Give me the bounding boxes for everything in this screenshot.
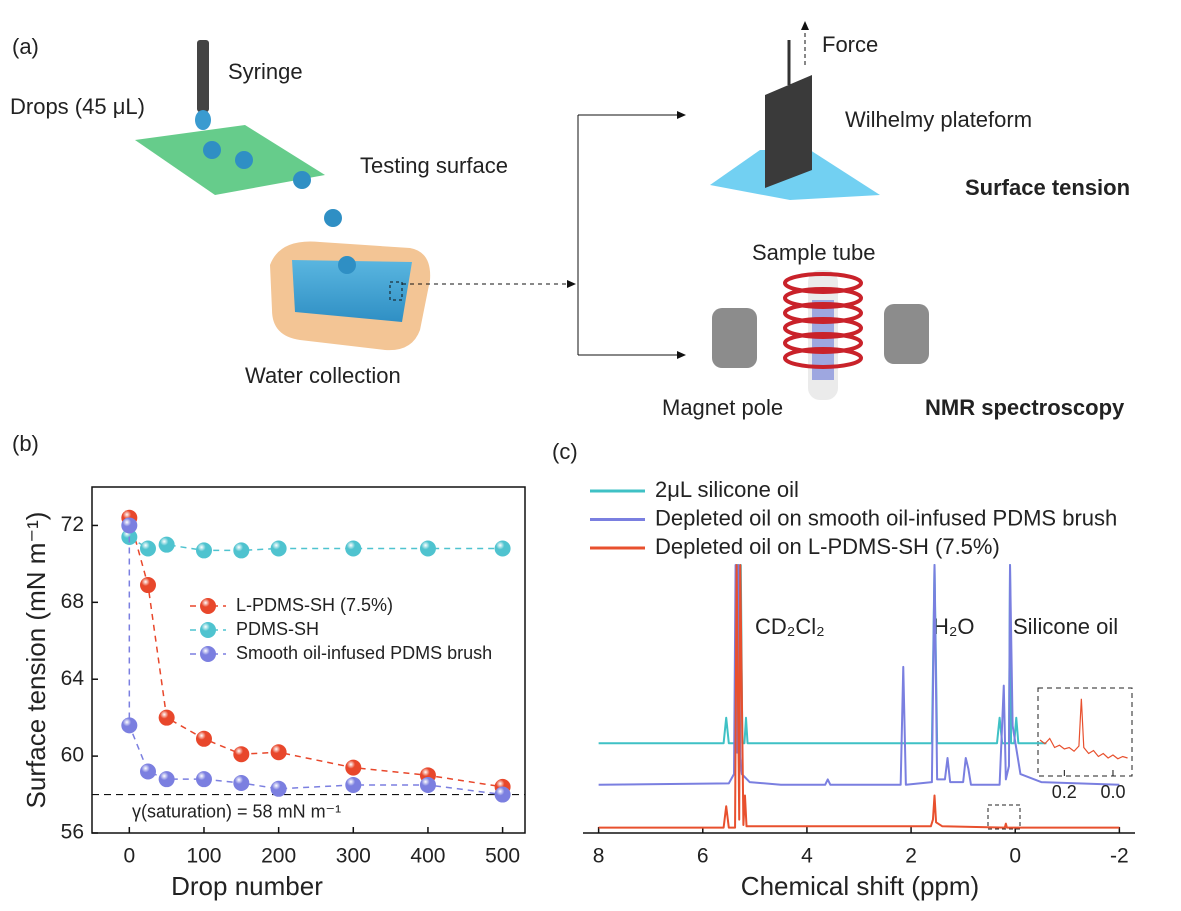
legend-marker [200,598,216,614]
x-tick-label: 200 [261,845,296,868]
marker [270,780,287,797]
x-tick-label: 0 [1009,845,1021,868]
marker [121,717,138,734]
x-tick-label: 6 [697,845,709,868]
annotation: γ(saturation) = 58 mN m⁻¹ [132,801,341,821]
marker [345,540,362,557]
series-line [598,564,1047,745]
x-tick-label: 8 [593,845,605,868]
x-tick-label: 300 [336,845,371,868]
inset-tick-label: 0.0 [1100,782,1125,802]
y-tick-label: 56 [61,821,84,844]
label: Drops (45 μL) [10,94,145,119]
series-line [128,536,503,552]
label: Wilhelmy plateform [845,107,1032,132]
water [292,260,412,322]
y-axis-label: Surface tension (mN m⁻¹) [21,512,51,809]
drop [324,209,342,227]
panel-label: (b) [12,431,39,456]
marker [158,709,175,726]
drop [195,110,211,130]
x-tick-label: 4 [801,845,813,868]
marker [419,776,436,793]
drop [338,256,356,274]
y-tick-label: 64 [61,667,85,690]
y-tick-label: 60 [61,744,84,767]
x-tick-label: 400 [410,845,445,868]
series-line [128,525,503,796]
zoom-box [987,804,1021,830]
marker [195,542,212,559]
x-tick-label: 2 [905,845,917,868]
legend-marker [200,646,216,662]
y-tick-label: 68 [61,590,84,613]
x-tick-label: 500 [485,845,520,868]
testing-surface [135,125,325,195]
legend-label: Smooth oil-infused PDMS brush [236,643,492,663]
plot-frame [91,486,526,834]
magnet [712,308,757,368]
marker [270,540,287,557]
peak-label: Silicone oil [1013,614,1118,639]
marker [233,775,250,792]
marker [345,776,362,793]
marker [158,771,175,788]
marker [121,517,138,534]
label: Testing surface [360,153,508,178]
label: Surface tension [965,175,1130,200]
schematic: (a) Syringe Drops (45 μL) Testing surfac… [10,21,1130,420]
x-tick-label: 0 [123,845,135,868]
marker [494,786,511,803]
label: Force [822,32,878,57]
x-tick-label: -2 [1110,845,1129,868]
marker [419,540,436,557]
marker [195,730,212,747]
inset-tick-label: 0.2 [1052,782,1077,802]
peak-label: H₂O [933,614,975,639]
series-line [598,564,1120,829]
label: Syringe [228,59,303,84]
syringe [197,40,209,112]
magnet [884,304,929,364]
label: Magnet pole [662,395,783,420]
inset-box [1037,687,1133,777]
x-axis-label: Drop number [171,871,323,901]
label: Sample tube [752,240,876,265]
marker [233,542,250,559]
wilhelmy-plate [765,75,812,188]
label: Water collection [245,363,401,388]
legend-label: 2μL silicone oil [655,477,799,502]
inset-line [1039,698,1128,760]
drop [293,171,311,189]
x-tick-label: 100 [186,845,221,868]
sample-box [389,281,403,301]
legend-label: Depleted oil on L-PDMS-SH (7.5%) [655,534,1000,559]
panel-label: (a) [12,34,39,59]
legend-label: L-PDMS-SH (7.5%) [236,595,393,615]
x-axis-label: Chemical shift (ppm) [741,871,979,901]
coil [783,272,863,369]
marker [270,744,287,761]
legend-marker [200,622,216,638]
marker [158,536,175,553]
marker [139,577,156,594]
marker [494,540,511,557]
marker [139,540,156,557]
drop [203,141,221,159]
legend-label: PDMS-SH [236,619,319,639]
y-tick-label: 72 [61,513,84,536]
panel-label: (c) [552,439,578,464]
label: NMR spectroscopy [925,395,1125,420]
marker [233,746,250,763]
peak-label: CD₂Cl₂ [755,614,825,639]
marker [139,763,156,780]
legend-label: Depleted oil on smooth oil-infused PDMS … [655,505,1117,530]
marker [345,759,362,776]
drop [235,151,253,169]
marker [195,771,212,788]
